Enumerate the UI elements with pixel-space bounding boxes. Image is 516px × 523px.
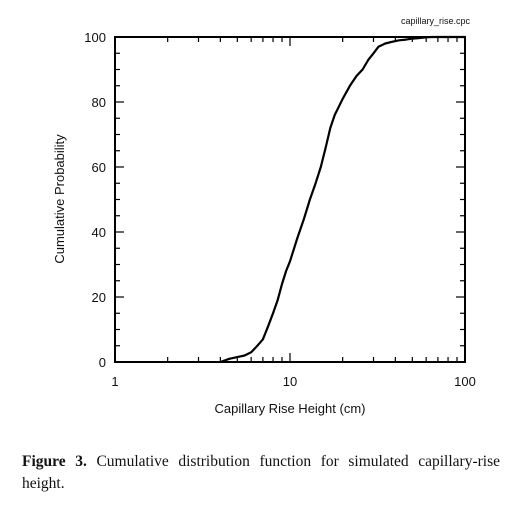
cdf-series-line: [220, 35, 465, 364]
caption-text: Cumulative distribution function for sim…: [22, 453, 501, 492]
cdf-chart: capillary_rise.cpc 1 10 100 0 20 40 60 80 100 C…: [52, 16, 476, 416]
y-tick-label: 80: [92, 95, 106, 110]
y-tick-label: 20: [92, 290, 106, 305]
axis-ticks: [114, 36, 465, 363]
x-axis-title: Capillary Rise Height (cm): [215, 401, 366, 416]
plot-frame: [114, 36, 466, 363]
x-tick-label: 100: [454, 374, 476, 389]
file-label: capillary_rise.cpc: [401, 16, 471, 26]
caption-label: Figure 3.: [22, 453, 87, 470]
y-tick-labels: 0 20 40 60 80 100: [84, 30, 106, 370]
figure-caption: Figure 3. Cumulative distribution functi…: [22, 451, 500, 495]
y-tick-label: 40: [92, 225, 106, 240]
y-tick-label: 60: [92, 160, 106, 175]
y-axis-title: Cumulative Probability: [52, 134, 67, 264]
y-tick-label: 0: [99, 355, 106, 370]
y-tick-label: 100: [84, 30, 106, 45]
x-tick-labels: 1 10 100: [111, 374, 475, 389]
x-tick-label: 1: [111, 374, 118, 389]
x-tick-label: 10: [283, 374, 297, 389]
